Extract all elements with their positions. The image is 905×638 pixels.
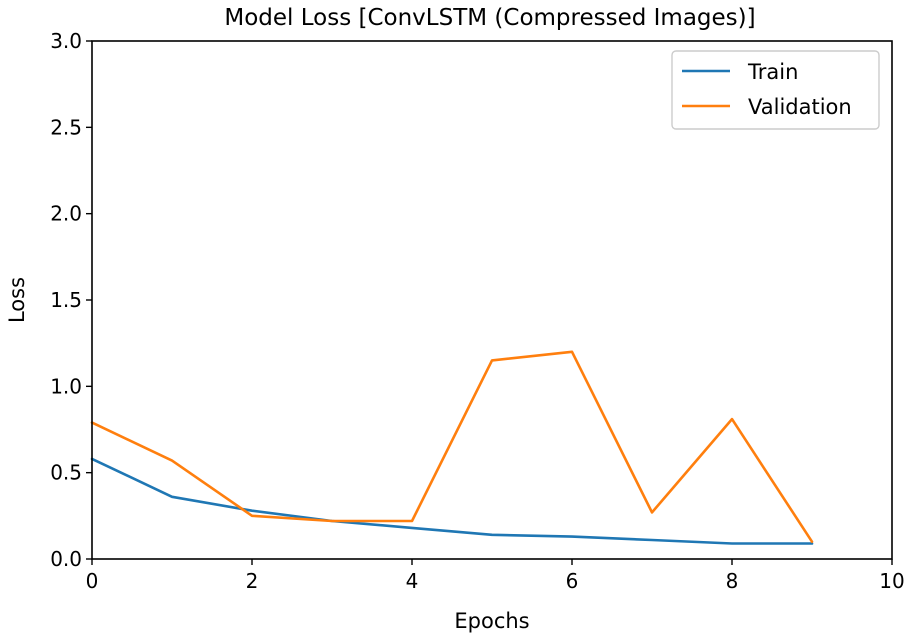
x-tick-label: 10: [879, 569, 904, 593]
x-axis-label: Epochs: [454, 609, 529, 633]
chart-title: Model Loss [ConvLSTM (Compressed Images)…: [224, 5, 755, 31]
series-line-train: [90, 457, 814, 545]
y-axis-ticks: 0.0 0.5 1.0 1.5 2.0 2.5 3.0: [50, 29, 92, 571]
x-tick-label: 2: [246, 569, 259, 593]
y-tick-label: 0.5: [50, 461, 82, 485]
plot-frame: [91, 40, 893, 560]
y-tick-label: 2.5: [50, 115, 82, 139]
series-line-validation: [90, 350, 814, 544]
legend-label-train: Train: [747, 60, 798, 84]
y-axis-label: Loss: [5, 277, 29, 323]
y-tick-label: 1.0: [50, 374, 82, 398]
legend: Train Validation: [671, 50, 880, 130]
series-layer: [90, 350, 814, 545]
y-tick-label: 1.5: [50, 288, 82, 312]
x-tick-label: 6: [566, 569, 579, 593]
y-tick-label: 2.0: [50, 202, 82, 226]
x-tick-label: 4: [406, 569, 419, 593]
x-axis-ticks: 0 2 4 6 8 10: [86, 559, 905, 593]
y-tick-label: 0.0: [50, 547, 82, 571]
y-tick-label: 3.0: [50, 29, 82, 53]
x-tick-label: 8: [726, 569, 739, 593]
x-tick-label: 0: [86, 569, 99, 593]
legend-label-validation: Validation: [748, 95, 852, 119]
